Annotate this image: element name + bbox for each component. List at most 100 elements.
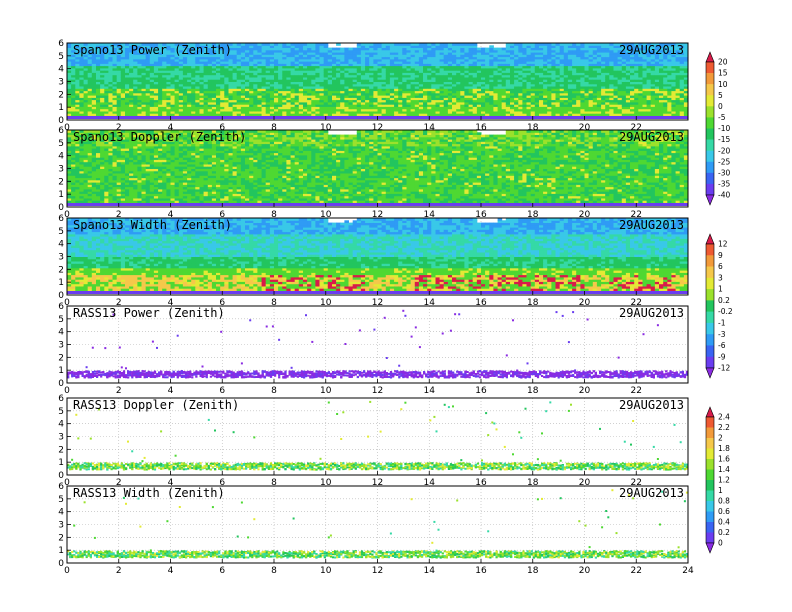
heatmap-cell [460,88,465,92]
heatmap-cell [435,56,441,60]
heatmap-cell [659,54,664,58]
heatmap-cell [638,99,643,103]
heatmap-cell [580,74,585,78]
heatmap-cell [327,97,333,101]
heatmap-cell [617,77,623,80]
heatmap-cell [510,74,515,78]
heatmap-cell [447,95,453,98]
heatmap-cell [493,86,498,89]
heatmap-cell [667,45,672,48]
heatmap-cell [261,106,267,110]
heatmap-cell [116,99,122,103]
heatmap-cell [91,49,97,53]
heatmap-cell [485,74,490,78]
heatmap-cell [667,86,672,89]
heatmap-cell [398,52,403,55]
heatmap-cell [460,81,465,85]
heatmap-cell [141,81,147,85]
heatmap-cell [137,49,142,53]
heatmap-cell [539,81,544,85]
heatmap-cell [294,83,300,87]
heatmap-cell [290,113,296,116]
heatmap-cell [348,74,354,78]
heatmap-cell [269,52,275,55]
heatmap-cell [319,65,325,69]
heatmap-cell [671,81,676,85]
heatmap-cell [501,104,507,107]
heatmap-cell [447,61,453,64]
heatmap-cell [182,104,188,107]
heatmap-cell [385,108,391,112]
heatmap-cell [514,70,519,73]
heatmap-cell [125,97,130,101]
heatmap-cell [166,72,171,76]
heatmap-cell [447,77,453,80]
heatmap-cell [141,45,147,48]
heatmap-cell [282,45,287,48]
heatmap-cell [394,77,399,80]
heatmap-cell [348,108,354,112]
heatmap-cell [526,68,532,71]
heatmap-cell [253,63,258,67]
heatmap-cell [510,106,515,110]
heatmap-cell [601,86,606,89]
heatmap-cell [427,49,432,53]
heatmap-cell [373,52,378,55]
heatmap-cell [427,74,432,78]
heatmap-cell [489,113,494,116]
heatmap-cell [609,95,614,98]
heatmap-cell [207,92,213,96]
heatmap-cell [381,58,387,62]
heatmap-cell [501,74,507,78]
heatmap-cell [83,143,89,147]
heatmap-cell [294,97,300,101]
heatmap-cell [352,86,358,89]
heatmap-cell [278,97,283,101]
heatmap-cell [679,106,685,110]
heatmap-cell [547,49,552,53]
heatmap-cell [584,47,590,51]
heatmap-cell [228,88,234,92]
heatmap-cell [290,58,296,62]
heatmap-cell [96,95,101,98]
heatmap-cell [452,90,457,94]
heatmap-cell [67,58,72,62]
heatmap-cell [530,56,536,60]
heatmap-cell [265,45,271,48]
heatmap-cell [240,81,246,85]
heatmap-cell [630,79,635,82]
heatmap-cell [249,104,254,107]
heatmap-cell [423,54,428,58]
heatmap-cell [646,104,652,107]
heatmap-cell [423,88,428,92]
heatmap-cell [191,83,196,87]
heatmap-cell [406,43,412,46]
heatmap-cell [555,77,561,80]
heatmap-cell [671,54,676,58]
heatmap-cell [274,68,279,71]
heatmap-cell [539,45,544,48]
heatmap-cell [654,79,660,82]
heatmap-cell [116,97,122,101]
heatmap-cell [671,102,676,105]
heatmap-cell [431,72,436,76]
heatmap-cell [365,104,370,107]
heatmap-cell [274,111,279,114]
heatmap-cell [191,86,196,89]
heatmap-cell [211,108,217,112]
heatmap-cell [464,72,469,76]
heatmap-cell [539,65,544,69]
heatmap-cell [414,106,420,110]
heatmap-cell [646,49,652,53]
heatmap-cell [534,77,540,80]
heatmap-cell [617,72,623,76]
heatmap-cell [112,83,118,87]
heatmap-cell [307,79,312,82]
heatmap-cell [406,70,412,73]
heatmap-cell [311,68,316,71]
heatmap-cell [683,111,689,114]
heatmap-cell [108,47,113,51]
heatmap-cell [505,74,511,78]
heatmap-cell [675,58,681,62]
heatmap-cell [298,63,304,67]
